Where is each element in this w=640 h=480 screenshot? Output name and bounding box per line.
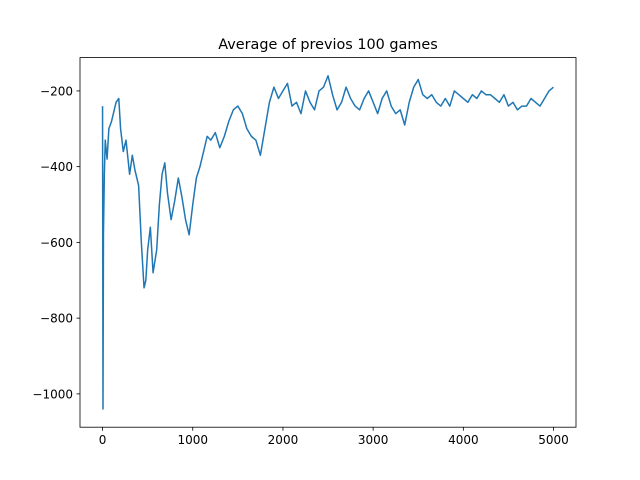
chart-title: Average of previos 100 games — [218, 37, 437, 53]
x-tick-label: 2000 — [268, 433, 299, 447]
y-tick-label: −200 — [40, 84, 73, 98]
x-tick-label: 3000 — [358, 433, 389, 447]
x-tick-label: 0 — [99, 433, 107, 447]
x-tick-label: 4000 — [448, 433, 479, 447]
y-tick-label: −600 — [40, 236, 73, 250]
y-tick-label: −1000 — [32, 387, 73, 401]
y-tick-label: −800 — [40, 312, 73, 326]
axes-frame — [79, 57, 577, 428]
x-tick-label: 5000 — [538, 433, 569, 447]
y-tick-label: −400 — [40, 160, 73, 174]
x-tick-label: 1000 — [177, 433, 208, 447]
line-series — [101, 75, 554, 410]
